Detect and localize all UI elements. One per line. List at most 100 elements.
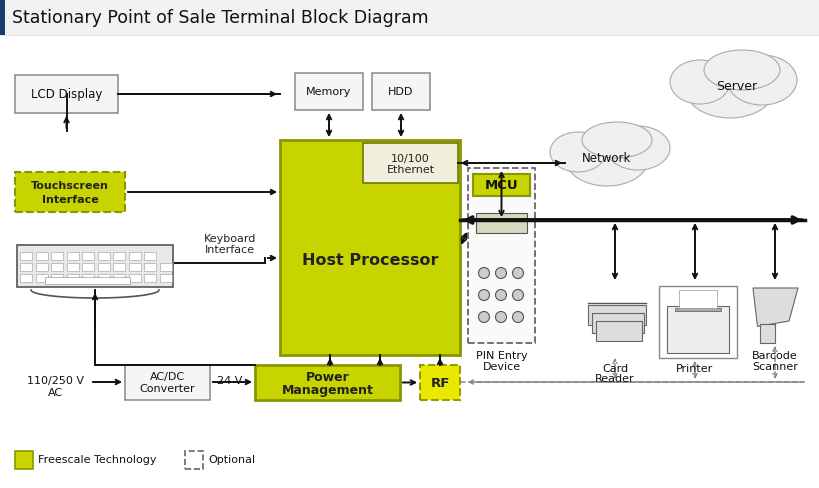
FancyBboxPatch shape (0, 0, 819, 36)
FancyBboxPatch shape (66, 252, 79, 261)
Polygon shape (753, 288, 798, 327)
Text: RF: RF (430, 376, 450, 389)
FancyBboxPatch shape (372, 74, 430, 111)
Text: Reader: Reader (595, 373, 635, 383)
FancyBboxPatch shape (20, 264, 32, 271)
FancyBboxPatch shape (35, 274, 48, 283)
Text: Converter: Converter (140, 384, 195, 394)
Text: Network: Network (582, 152, 631, 165)
FancyBboxPatch shape (113, 264, 125, 271)
Ellipse shape (606, 127, 670, 171)
FancyBboxPatch shape (20, 274, 32, 283)
Text: Touchscreen: Touchscreen (31, 181, 109, 191)
FancyBboxPatch shape (129, 274, 141, 283)
FancyBboxPatch shape (420, 365, 460, 400)
Circle shape (478, 312, 490, 323)
Text: Server: Server (717, 81, 758, 93)
Text: Host Processor: Host Processor (301, 252, 438, 267)
Text: 110/250 V: 110/250 V (26, 375, 84, 385)
Text: Card: Card (602, 363, 628, 373)
Circle shape (495, 290, 506, 301)
FancyBboxPatch shape (255, 365, 400, 400)
Text: Barcode: Barcode (752, 350, 798, 360)
Text: Optional: Optional (208, 454, 256, 464)
Text: AC: AC (48, 387, 62, 397)
FancyBboxPatch shape (129, 264, 141, 271)
FancyBboxPatch shape (129, 252, 141, 261)
FancyBboxPatch shape (473, 175, 530, 197)
Text: Interface: Interface (205, 244, 255, 254)
Text: Keyboard: Keyboard (204, 234, 256, 244)
FancyBboxPatch shape (82, 264, 94, 271)
FancyBboxPatch shape (82, 274, 94, 283)
FancyBboxPatch shape (675, 308, 721, 311)
FancyBboxPatch shape (82, 252, 94, 261)
FancyBboxPatch shape (468, 169, 535, 343)
Ellipse shape (727, 56, 797, 106)
FancyBboxPatch shape (113, 274, 125, 283)
Circle shape (478, 268, 490, 279)
Text: HDD: HDD (388, 87, 414, 97)
FancyBboxPatch shape (144, 252, 156, 261)
Text: AC/DC: AC/DC (150, 372, 185, 382)
Polygon shape (592, 313, 644, 333)
FancyBboxPatch shape (97, 252, 110, 261)
Text: Printer: Printer (676, 363, 713, 373)
FancyBboxPatch shape (97, 274, 110, 283)
Text: Scanner: Scanner (752, 361, 798, 371)
FancyBboxPatch shape (51, 252, 63, 261)
FancyBboxPatch shape (160, 274, 171, 283)
FancyBboxPatch shape (280, 141, 460, 355)
Circle shape (495, 268, 506, 279)
FancyBboxPatch shape (113, 252, 125, 261)
FancyBboxPatch shape (144, 264, 156, 271)
FancyBboxPatch shape (659, 286, 737, 358)
FancyBboxPatch shape (97, 264, 110, 271)
Ellipse shape (582, 123, 652, 159)
Circle shape (513, 290, 523, 301)
FancyBboxPatch shape (363, 143, 458, 183)
FancyBboxPatch shape (17, 245, 173, 287)
FancyBboxPatch shape (125, 365, 210, 400)
FancyBboxPatch shape (45, 278, 130, 285)
Text: Management: Management (282, 383, 373, 396)
FancyBboxPatch shape (51, 274, 63, 283)
FancyBboxPatch shape (0, 0, 5, 36)
Polygon shape (760, 324, 776, 343)
Ellipse shape (565, 131, 649, 186)
Ellipse shape (670, 61, 730, 105)
Circle shape (478, 290, 490, 301)
Polygon shape (596, 321, 642, 341)
FancyBboxPatch shape (295, 74, 363, 111)
FancyBboxPatch shape (51, 264, 63, 271)
Text: LCD Display: LCD Display (31, 88, 102, 102)
Text: Interface: Interface (42, 195, 98, 204)
Text: 10/100: 10/100 (391, 154, 430, 163)
FancyBboxPatch shape (15, 76, 118, 114)
FancyBboxPatch shape (35, 252, 48, 261)
FancyBboxPatch shape (476, 214, 527, 234)
FancyBboxPatch shape (66, 274, 79, 283)
FancyBboxPatch shape (20, 252, 32, 261)
Text: Ethernet: Ethernet (387, 164, 435, 175)
Text: Power: Power (305, 370, 350, 383)
Circle shape (513, 268, 523, 279)
Text: PIN Entry: PIN Entry (476, 350, 527, 360)
Polygon shape (588, 305, 646, 325)
Ellipse shape (685, 59, 775, 119)
Text: MCU: MCU (485, 179, 518, 192)
Text: Freescale Technology: Freescale Technology (38, 454, 156, 464)
Ellipse shape (704, 51, 780, 91)
Ellipse shape (550, 133, 606, 173)
FancyBboxPatch shape (185, 451, 203, 469)
FancyBboxPatch shape (15, 173, 125, 213)
FancyBboxPatch shape (667, 306, 729, 353)
FancyBboxPatch shape (35, 264, 48, 271)
FancyBboxPatch shape (679, 290, 717, 308)
Circle shape (513, 312, 523, 323)
Text: Memory: Memory (306, 87, 351, 97)
FancyBboxPatch shape (160, 264, 171, 271)
FancyBboxPatch shape (66, 264, 79, 271)
Text: 24 V: 24 V (217, 375, 242, 385)
Text: Device: Device (482, 361, 521, 371)
